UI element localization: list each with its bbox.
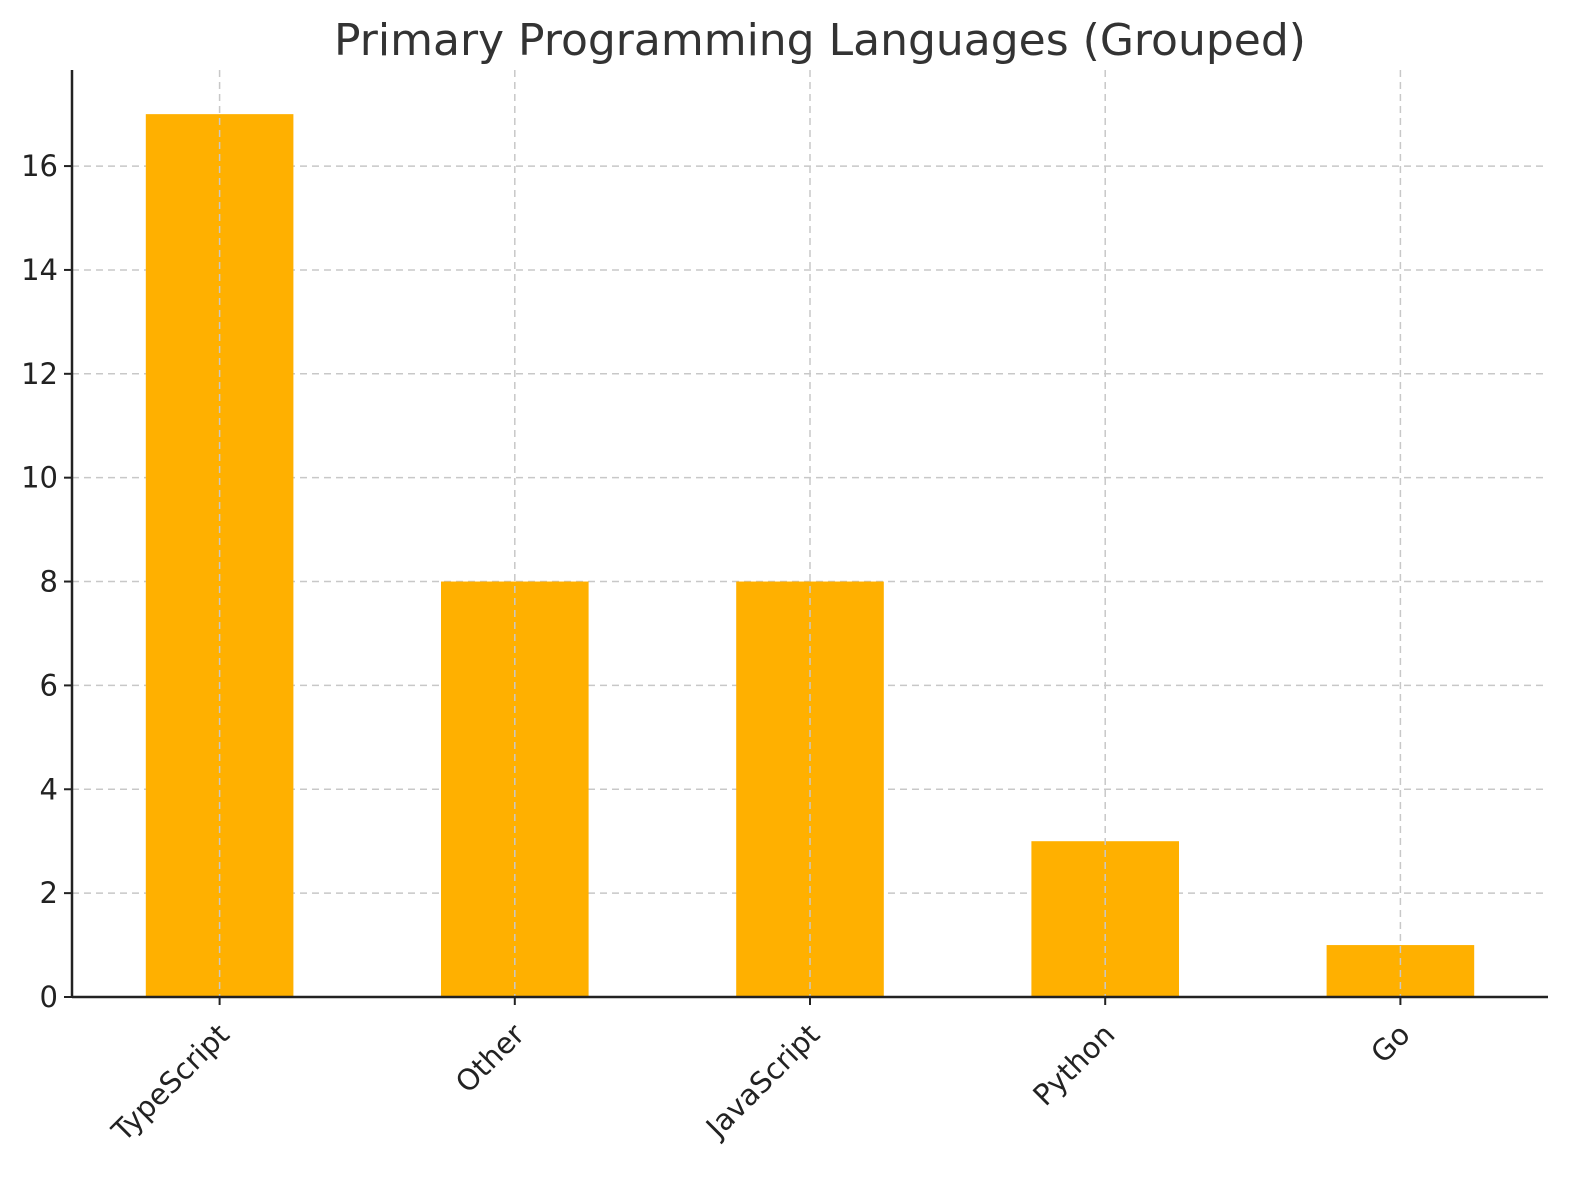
y-tick-label: 8	[40, 565, 58, 599]
x-tick-label: TypeScript	[104, 1017, 235, 1148]
y-tick-label: 6	[40, 668, 58, 702]
x-tick-label: JavaScript	[698, 1017, 826, 1145]
y-tick-label: 14	[21, 253, 58, 287]
chart-title: Primary Programming Languages (Grouped)	[334, 15, 1306, 66]
x-tick-label: Other	[449, 1017, 531, 1099]
y-tick-label: 2	[40, 876, 58, 910]
x-tick-label: Python	[1026, 1017, 1121, 1112]
y-ticks: 0 2 4 6 8 10 12 14 16	[21, 149, 72, 1014]
y-tick-label: 4	[40, 772, 58, 806]
bars	[145, 70, 1475, 997]
x-tick-label: Go	[1364, 1017, 1416, 1069]
x-ticks: TypeScript Other JavaScript Python Go	[104, 997, 1417, 1149]
y-tick-label: 16	[21, 149, 58, 183]
y-tick-label: 0	[40, 980, 58, 1014]
y-tick-label: 12	[21, 357, 58, 391]
y-tick-label: 10	[21, 461, 58, 495]
